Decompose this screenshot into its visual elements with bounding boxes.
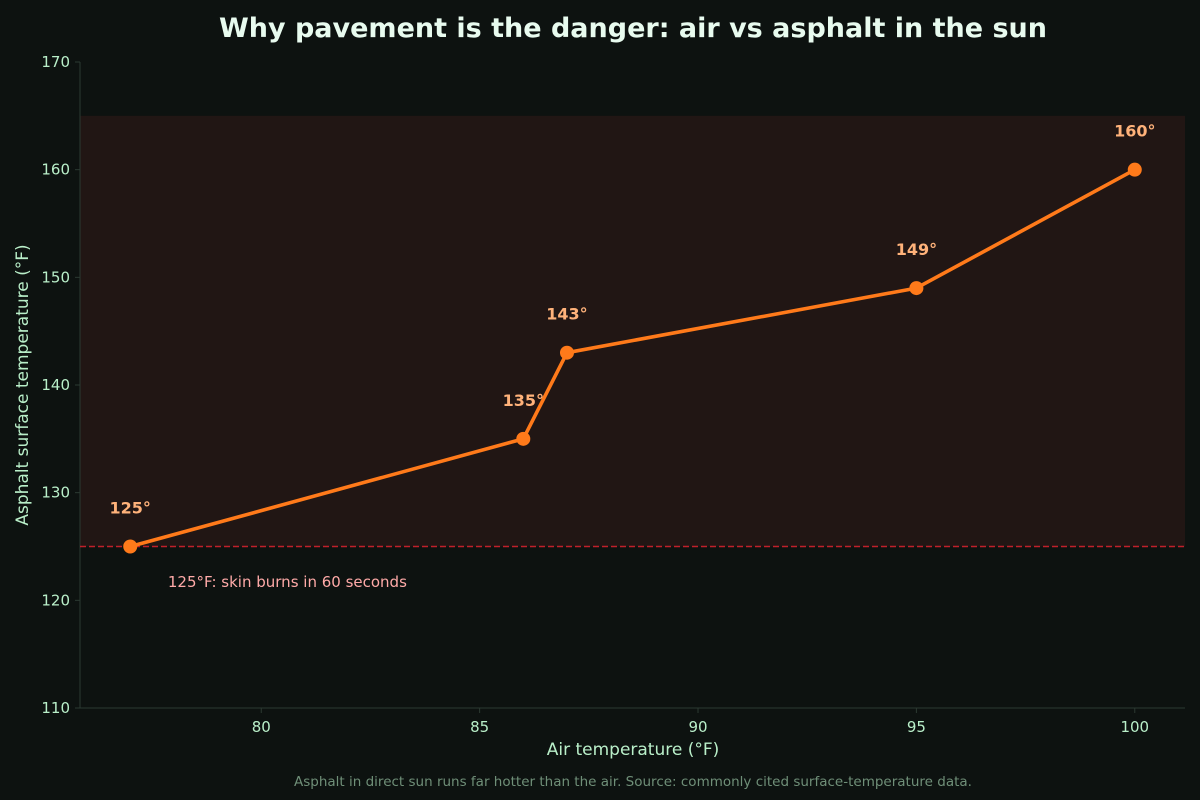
data-label: 125° <box>110 499 151 518</box>
data-point <box>123 539 138 554</box>
data-label: 160° <box>1114 122 1155 141</box>
y-tick-label: 170 <box>41 53 70 71</box>
x-tick-label: 90 <box>688 718 707 736</box>
y-axis-label: Asphalt surface temperature (°F) <box>13 244 33 525</box>
y-tick-label: 130 <box>41 484 70 502</box>
data-point <box>559 345 574 360</box>
data-labels: 125° 135° 143° 149° 160° <box>110 122 1156 518</box>
x-tick-label: 80 <box>252 718 271 736</box>
data-points <box>123 162 1142 554</box>
data-point <box>909 281 924 296</box>
x-tick-label: 100 <box>1120 718 1149 736</box>
chart-caption: Asphalt in direct sun runs far hotter th… <box>294 774 972 790</box>
x-axis-ticks: 80 85 90 95 100 <box>252 708 1149 736</box>
x-tick-label: 85 <box>470 718 489 736</box>
danger-band <box>80 115 1185 547</box>
x-tick-label: 95 <box>907 718 926 736</box>
data-point <box>516 431 531 446</box>
data-point <box>1127 162 1142 177</box>
y-axis-ticks: 110 120 130 140 150 160 170 <box>41 53 80 717</box>
data-label: 143° <box>546 305 587 324</box>
y-tick-label: 160 <box>41 161 70 179</box>
data-label: 135° <box>503 391 544 410</box>
y-tick-label: 150 <box>41 268 70 286</box>
y-tick-label: 140 <box>41 376 70 394</box>
y-tick-label: 110 <box>41 699 70 717</box>
y-tick-label: 120 <box>41 591 70 609</box>
data-label: 149° <box>896 240 937 259</box>
threshold-label: 125°F: skin burns in 60 seconds <box>168 573 407 591</box>
x-axis-label: Air temperature (°F) <box>547 740 720 760</box>
chart-title: Why pavement is the danger: air vs aspha… <box>219 13 1047 44</box>
